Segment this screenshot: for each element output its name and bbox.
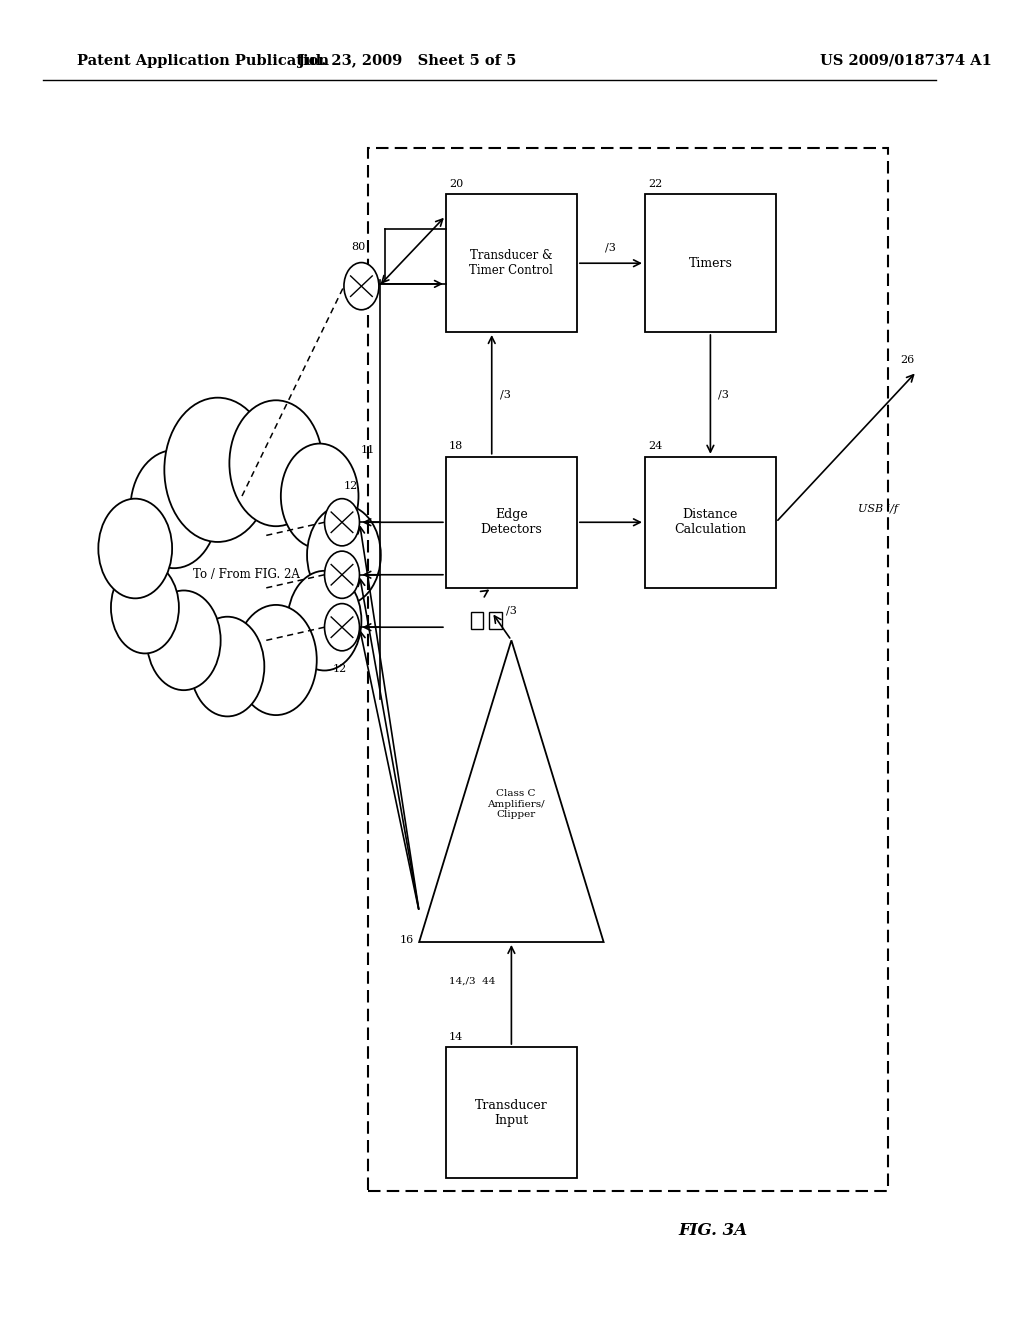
Text: /3: /3 — [605, 243, 616, 252]
Text: 14,/3  44: 14,/3 44 — [450, 977, 496, 986]
Text: 26: 26 — [900, 355, 914, 364]
Text: /3: /3 — [718, 389, 729, 400]
Text: /3: /3 — [500, 389, 510, 400]
Ellipse shape — [229, 400, 323, 527]
Circle shape — [325, 499, 359, 546]
Text: FIG. 3A: FIG. 3A — [678, 1222, 748, 1239]
Text: 12: 12 — [332, 664, 346, 675]
Text: Patent Application Publication: Patent Application Publication — [77, 54, 329, 67]
Bar — [369, 148, 888, 1191]
Text: 22: 22 — [648, 180, 663, 189]
Ellipse shape — [307, 506, 381, 605]
Ellipse shape — [98, 499, 172, 598]
Bar — [445, 1047, 577, 1179]
Ellipse shape — [164, 397, 271, 543]
Circle shape — [325, 603, 359, 651]
Ellipse shape — [288, 570, 361, 671]
Text: 80: 80 — [351, 242, 366, 252]
Text: $\lfloor$12: $\lfloor$12 — [332, 532, 349, 545]
Text: Distance
Calculation: Distance Calculation — [675, 508, 746, 536]
Text: Transducer
Input: Transducer Input — [475, 1098, 548, 1126]
Bar — [471, 612, 483, 630]
Circle shape — [344, 263, 379, 310]
Text: Transducer &
Timer Control: Transducer & Timer Control — [469, 249, 553, 277]
Ellipse shape — [146, 590, 220, 690]
Text: To / From FIG. 2A: To / From FIG. 2A — [194, 568, 300, 581]
Polygon shape — [419, 640, 603, 942]
Text: US 2009/0187374 A1: US 2009/0187374 A1 — [819, 54, 991, 67]
Ellipse shape — [190, 616, 264, 717]
Ellipse shape — [236, 605, 316, 715]
Bar — [645, 194, 776, 333]
Circle shape — [325, 552, 359, 598]
Bar — [645, 457, 776, 587]
Text: /3: /3 — [506, 606, 517, 616]
Text: 12: 12 — [344, 480, 358, 491]
Ellipse shape — [281, 444, 358, 549]
Text: 11: 11 — [360, 445, 375, 455]
Ellipse shape — [130, 450, 218, 568]
Bar — [489, 612, 502, 630]
Text: USB i/f: USB i/f — [858, 504, 898, 515]
Bar — [445, 457, 577, 587]
Text: 14: 14 — [449, 1032, 463, 1041]
Text: 16: 16 — [400, 936, 415, 945]
Bar — [445, 194, 577, 333]
Text: Class C
Amplifiers/
Clipper: Class C Amplifiers/ Clipper — [487, 789, 545, 820]
Text: 20: 20 — [449, 180, 463, 189]
Text: Timers: Timers — [688, 256, 732, 269]
Text: Jul. 23, 2009   Sheet 5 of 5: Jul. 23, 2009 Sheet 5 of 5 — [298, 54, 516, 67]
Text: Edge
Detectors: Edge Detectors — [480, 508, 543, 536]
Text: 24: 24 — [648, 441, 663, 451]
Ellipse shape — [111, 561, 179, 653]
Text: 18: 18 — [449, 441, 463, 451]
